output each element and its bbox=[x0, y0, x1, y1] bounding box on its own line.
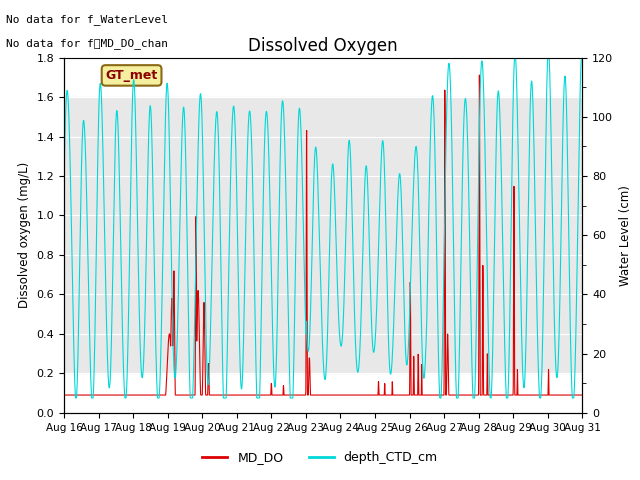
Text: GT_met: GT_met bbox=[106, 69, 157, 82]
Bar bbox=[64, 97, 582, 373]
Y-axis label: Water Level (cm): Water Level (cm) bbox=[619, 185, 632, 286]
Title: Dissolved Oxygen: Dissolved Oxygen bbox=[248, 36, 398, 55]
Legend: MD_DO, depth_CTD_cm: MD_DO, depth_CTD_cm bbox=[197, 446, 443, 469]
Text: No data for f͟MD_DO_chan: No data for f͟MD_DO_chan bbox=[6, 38, 168, 49]
Y-axis label: Dissolved oxygen (mg/L): Dissolved oxygen (mg/L) bbox=[18, 162, 31, 308]
Text: No data for f_WaterLevel: No data for f_WaterLevel bbox=[6, 14, 168, 25]
